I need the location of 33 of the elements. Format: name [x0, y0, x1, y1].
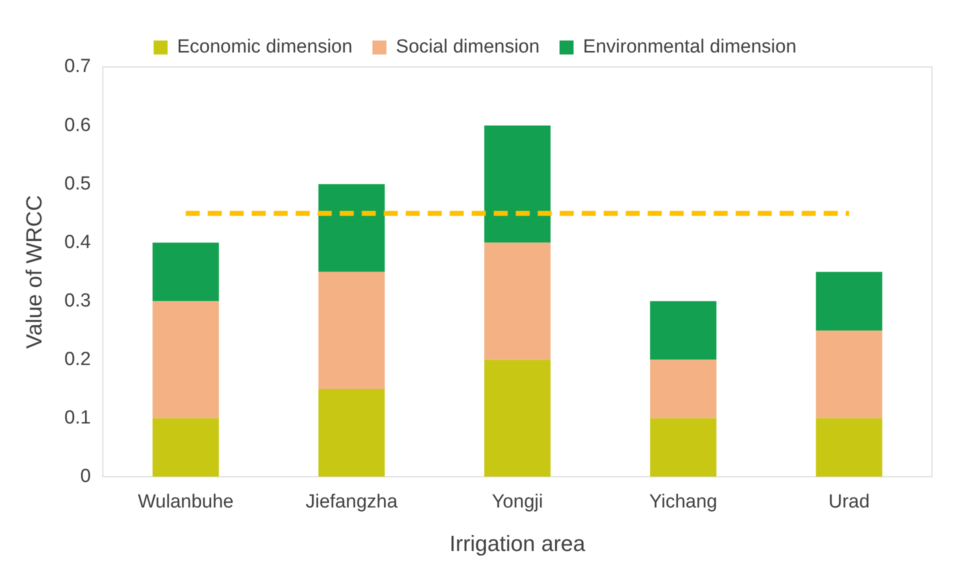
x-tick-label: Yongji [492, 491, 543, 512]
y-tick-label: 0.5 [64, 173, 91, 194]
bar [152, 242, 219, 302]
bar [484, 242, 551, 360]
x-tick-label: Wulanbuhe [138, 491, 234, 512]
bar [650, 360, 716, 418]
bar [816, 272, 882, 330]
bar [816, 330, 882, 418]
x-tick-label: Jiefangzha [306, 491, 398, 512]
y-tick-label: 0.6 [64, 114, 91, 136]
bar [152, 418, 219, 477]
bar [152, 301, 219, 418]
legend-label: Social dimension [396, 36, 540, 58]
legend-label: Economic dimension [177, 36, 352, 58]
legend-label: Environmental dimension [583, 36, 796, 58]
bar [484, 360, 551, 477]
x-tick-label: Urad [828, 491, 870, 512]
bar [484, 126, 551, 243]
y-tick-label: 0.4 [64, 232, 92, 253]
y-tick-label: 0.1 [64, 407, 91, 428]
bar [318, 272, 385, 389]
y-tick-label: 0.3 [64, 290, 91, 312]
y-tick-label: 0.7 [64, 56, 91, 78]
y-tick-label: 0 [80, 466, 91, 488]
y-tick-label: 0.2 [64, 348, 91, 370]
bar [650, 418, 716, 477]
bar [318, 184, 385, 272]
bar [816, 418, 882, 477]
x-axis-title: Irrigation area [450, 530, 586, 556]
y-axis-title: Value of WRCC [21, 194, 46, 349]
x-tick-label: Yichang [649, 491, 718, 512]
bar [318, 388, 385, 477]
bar [650, 301, 716, 360]
